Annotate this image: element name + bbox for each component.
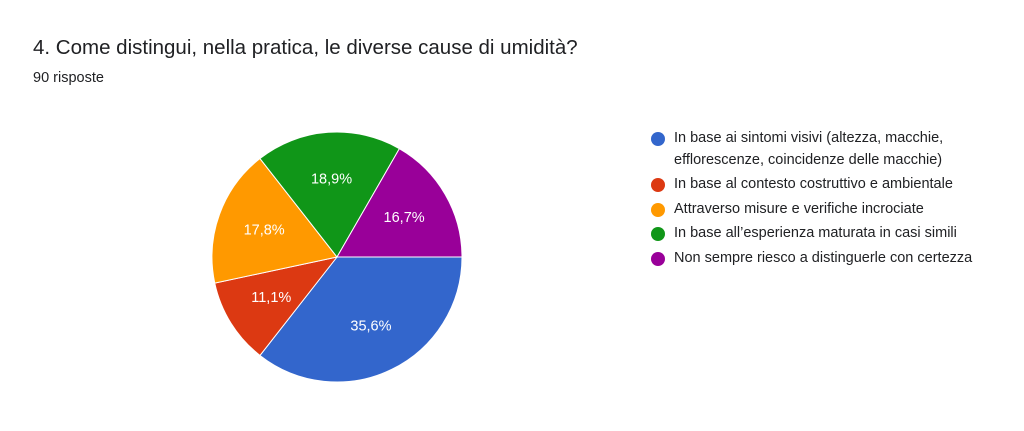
legend-label: In base all’esperienza maturata in casi …	[674, 225, 957, 241]
pie-slice-not-always-sure[interactable]	[336, 147, 463, 258]
legend-swatch	[651, 227, 665, 241]
pie-slice-construction-context[interactable]	[214, 256, 339, 357]
pie-slice-label-construction-context: 11,1%	[251, 290, 291, 306]
pie-slice-measurements[interactable]	[211, 157, 338, 284]
legend-label: In base ai sintomi visivi (altezza, macc…	[674, 130, 944, 168]
legend-item-not-always-sure[interactable]: Non sempre riesco a distinguerle con cer…	[651, 248, 981, 270]
legend-item-construction-context[interactable]: In base al contesto costruttivo e ambien…	[651, 174, 981, 196]
response-count: 90 risposte	[33, 70, 104, 86]
pie-slice-label-visual-symptoms: 35,6%	[350, 319, 391, 335]
legend-item-experience[interactable]: In base all’esperienza maturata in casi …	[651, 223, 981, 245]
legend-label: In base al contesto costruttivo e ambien…	[674, 176, 953, 192]
pie-slice-label-measurements: 17,8%	[244, 223, 285, 239]
pie-slice-visual-symptoms[interactable]	[259, 256, 463, 383]
pie-slice-label-not-always-sure: 16,7%	[384, 210, 425, 226]
legend-item-visual-symptoms[interactable]: In base ai sintomi visivi (altezza, macc…	[651, 128, 981, 171]
pie-slice-label-experience: 18,9%	[311, 172, 352, 188]
chart-legend: In base ai sintomi visivi (altezza, macc…	[651, 128, 981, 272]
legend-swatch	[651, 178, 665, 192]
chart-title: 4. Come distingui, nella pratica, le div…	[33, 36, 578, 59]
legend-label: Attraverso misure e verifiche incrociate	[674, 200, 924, 217]
legend-item-measurements[interactable]: Attraverso misure e verifiche incrociate	[651, 199, 981, 221]
legend-label: Non sempre riesco a distinguerle con cer…	[674, 249, 973, 266]
legend-swatch	[651, 132, 665, 146]
pie-slice-experience[interactable]	[259, 131, 401, 258]
legend-swatch	[651, 202, 665, 217]
legend-swatch	[651, 251, 665, 266]
